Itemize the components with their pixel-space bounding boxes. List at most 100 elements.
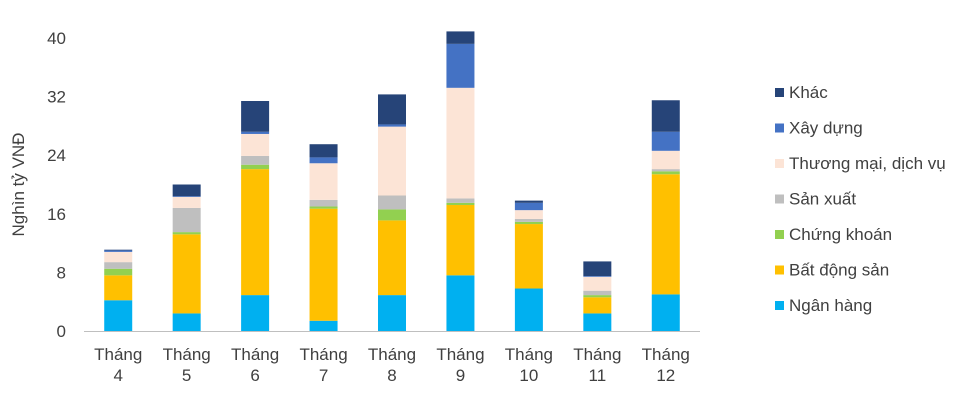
y-tick-label: 32 <box>47 88 66 107</box>
bar-segment <box>514 210 543 219</box>
bar-segment <box>514 218 543 222</box>
legend-swatch <box>775 88 784 97</box>
bar-segment <box>172 234 201 314</box>
legend-swatch <box>775 194 784 204</box>
legend-swatch <box>775 301 784 310</box>
bar-segment <box>172 232 201 235</box>
bar-segment <box>309 144 338 158</box>
legend-label: Bất động sản <box>789 261 889 280</box>
y-tick-label: 0 <box>57 322 66 341</box>
bar-segment <box>651 150 680 170</box>
bar-segment <box>172 313 201 331</box>
bar-segment <box>446 43 475 88</box>
bar-segment <box>309 163 338 200</box>
x-tick-label: Tháng <box>163 345 211 364</box>
y-axis-title: Nghìn tỷ VNĐ <box>9 133 28 237</box>
x-tick-label: Tháng <box>231 345 279 364</box>
x-tick-label: Tháng <box>94 345 142 364</box>
legend-swatch <box>775 123 784 133</box>
bar-segment <box>583 297 612 314</box>
bar-segment <box>583 295 612 298</box>
x-tick-label: 12 <box>656 366 675 385</box>
bar-segment <box>104 262 133 269</box>
bar-segment <box>583 313 612 331</box>
bar-segment <box>514 288 543 331</box>
bar-segment <box>104 250 133 252</box>
bar-segment <box>104 268 133 276</box>
bar-segment <box>309 199 338 207</box>
bar-segment <box>651 174 680 295</box>
bar-segment <box>583 276 612 291</box>
bar-segment <box>309 208 338 321</box>
bar-segment <box>378 126 406 196</box>
bar-segment <box>378 94 406 125</box>
bar-segment <box>241 100 270 132</box>
x-tick-label: Tháng <box>573 345 621 364</box>
x-tick-label: 8 <box>387 366 396 385</box>
bar-segment <box>378 220 406 296</box>
bar-segment <box>514 224 543 289</box>
legend-label: Chứng khoán <box>789 225 892 244</box>
x-tick-label: 10 <box>519 366 538 385</box>
x-tick-label: Tháng <box>299 345 347 364</box>
bar-segment <box>446 275 475 331</box>
bar-segment <box>446 205 475 276</box>
bar-segment <box>378 295 406 331</box>
x-tick-label: 9 <box>456 366 465 385</box>
bar-segment <box>241 164 270 170</box>
bar-segment <box>104 275 133 301</box>
bar-segment <box>446 87 475 199</box>
legend-label: Sản xuất <box>789 190 856 209</box>
x-tick-label: 11 <box>589 366 607 385</box>
legend-label: Ngân hàng <box>789 296 872 315</box>
bar-segment <box>172 207 201 233</box>
x-tick-label: 6 <box>250 366 259 385</box>
y-tick-label: 16 <box>47 205 66 224</box>
y-tick-label: 8 <box>57 263 66 282</box>
bar-segment <box>241 133 270 156</box>
bar-segment <box>651 169 680 172</box>
plot-area: Nghìn tỷ VNĐ 0 8 16 24 32 40 Tháng 4 Tháng 5 Tháng 6… <box>9 29 700 385</box>
bar-segment <box>514 200 543 203</box>
bar-segment <box>104 251 133 263</box>
legend-swatch <box>775 265 784 275</box>
y-tick-label: 40 <box>47 29 66 48</box>
bar-segment <box>241 131 270 134</box>
bar-segment <box>309 157 338 164</box>
bar-segment <box>446 198 475 203</box>
x-tick-label: 5 <box>182 366 191 385</box>
x-tick-label: Tháng <box>505 345 553 364</box>
bar-segment <box>241 155 270 165</box>
bar-segment <box>378 209 406 221</box>
bar-segment <box>241 295 270 331</box>
bar-segment <box>651 171 680 175</box>
legend-swatch <box>775 159 784 168</box>
bar-segment <box>446 31 475 44</box>
x-tick-label: 7 <box>319 366 328 385</box>
x-tick-label: Tháng <box>368 345 416 364</box>
legend-label: Xây dựng <box>789 119 863 138</box>
legend-label: Khác <box>789 83 828 102</box>
bar-segment <box>378 124 406 127</box>
y-tick-label: 24 <box>47 146 66 165</box>
x-tick-label: 4 <box>113 366 122 385</box>
bar-segment <box>514 221 543 225</box>
bar-segment <box>651 294 680 331</box>
bar-segment <box>583 261 612 277</box>
bar-segment <box>172 184 201 197</box>
bar-segment <box>651 131 680 151</box>
bar-segment <box>651 100 680 132</box>
x-tick-label: Tháng <box>436 345 484 364</box>
bar-segment <box>104 300 133 331</box>
bar-segment <box>514 202 543 211</box>
bar-segment <box>378 195 406 210</box>
x-tick-label: Tháng <box>642 345 690 364</box>
bar-segment <box>446 202 475 206</box>
bar-segment <box>309 320 338 331</box>
bar-segment <box>241 169 270 296</box>
bar-segment <box>172 196 201 197</box>
bar-segment <box>172 196 201 208</box>
legend-swatch <box>775 230 784 239</box>
